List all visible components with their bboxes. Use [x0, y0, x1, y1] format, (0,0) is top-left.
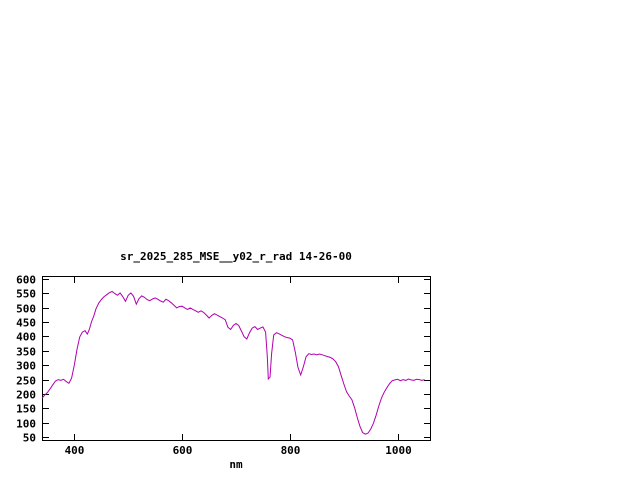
y-tick-label: 300 [16, 360, 36, 373]
y-tick-label: 350 [16, 346, 36, 359]
y-tick-label: 500 [16, 303, 36, 316]
y-tick-label: 200 [16, 389, 36, 402]
y-tick-label: 550 [16, 288, 36, 301]
x-tick-label: 400 [65, 444, 85, 457]
y-tick-label: 450 [16, 317, 36, 330]
y-tick-label: 150 [16, 403, 36, 416]
x-tick-label: 1000 [385, 444, 412, 457]
spectrum-line [41, 290, 425, 435]
plot-border [42, 276, 431, 441]
x-tick-label: 600 [173, 444, 193, 457]
y-tick-label: 50 [23, 432, 36, 445]
y-tick-label: 600 [16, 274, 36, 287]
chart-title: sr_2025_285_MSE__y02_r_rad 14-26-00 [120, 250, 352, 263]
x-tick-label: 800 [281, 444, 301, 457]
y-tick-label: 400 [16, 331, 36, 344]
y-tick-label: 250 [16, 375, 36, 388]
y-tick-label: 100 [16, 418, 36, 431]
x-axis-label: nm [229, 458, 243, 471]
